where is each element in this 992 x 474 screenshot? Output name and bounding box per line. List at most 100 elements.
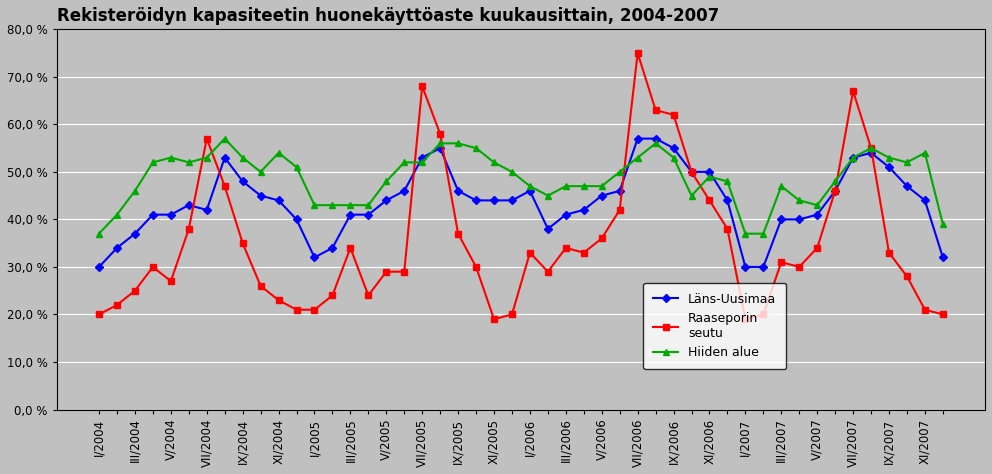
Läns-Uusimaa xyxy=(757,264,769,270)
Raaseporin
seutu xyxy=(721,226,733,232)
Hiiden alue xyxy=(344,202,356,208)
Raaseporin
seutu xyxy=(703,198,715,203)
Raaseporin
seutu xyxy=(524,250,536,255)
Raaseporin
seutu xyxy=(273,297,285,303)
Line: Hiiden alue: Hiiden alue xyxy=(95,135,946,237)
Läns-Uusimaa xyxy=(165,212,177,218)
Raaseporin
seutu xyxy=(901,273,913,279)
Line: Raaseporin
seutu: Raaseporin seutu xyxy=(96,50,945,322)
Hiiden alue xyxy=(542,193,554,199)
Läns-Uusimaa xyxy=(919,198,930,203)
Hiiden alue xyxy=(596,183,608,189)
Läns-Uusimaa xyxy=(794,217,806,222)
Hiiden alue xyxy=(632,155,644,161)
Hiiden alue xyxy=(668,155,680,161)
Raaseporin
seutu xyxy=(380,269,392,274)
Läns-Uusimaa xyxy=(362,212,374,218)
Hiiden alue xyxy=(524,183,536,189)
Raaseporin
seutu xyxy=(559,245,571,251)
Läns-Uusimaa xyxy=(111,245,123,251)
Läns-Uusimaa xyxy=(399,188,411,194)
Läns-Uusimaa xyxy=(291,217,303,222)
Hiiden alue xyxy=(919,150,930,155)
Legend: Läns-Uusimaa, Raaseporin
seutu, Hiiden alue: Läns-Uusimaa, Raaseporin seutu, Hiiden a… xyxy=(643,283,787,369)
Raaseporin
seutu xyxy=(739,316,751,322)
Läns-Uusimaa xyxy=(542,226,554,232)
Raaseporin
seutu xyxy=(326,292,338,298)
Hiiden alue xyxy=(559,183,571,189)
Raaseporin
seutu xyxy=(255,283,267,289)
Hiiden alue xyxy=(452,140,464,146)
Läns-Uusimaa xyxy=(559,212,571,218)
Hiiden alue xyxy=(93,231,105,237)
Läns-Uusimaa xyxy=(470,198,482,203)
Raaseporin
seutu xyxy=(200,136,212,141)
Läns-Uusimaa xyxy=(596,193,608,199)
Läns-Uusimaa xyxy=(93,264,105,270)
Läns-Uusimaa xyxy=(614,188,626,194)
Hiiden alue xyxy=(577,183,589,189)
Raaseporin
seutu xyxy=(129,288,141,293)
Raaseporin
seutu xyxy=(847,88,859,94)
Hiiden alue xyxy=(811,202,823,208)
Hiiden alue xyxy=(326,202,338,208)
Läns-Uusimaa xyxy=(488,198,500,203)
Raaseporin
seutu xyxy=(632,50,644,56)
Hiiden alue xyxy=(776,183,788,189)
Hiiden alue xyxy=(883,155,895,161)
Raaseporin
seutu xyxy=(93,311,105,317)
Hiiden alue xyxy=(255,169,267,175)
Läns-Uusimaa xyxy=(255,193,267,199)
Läns-Uusimaa xyxy=(703,169,715,175)
Raaseporin
seutu xyxy=(470,264,482,270)
Läns-Uusimaa xyxy=(506,198,518,203)
Hiiden alue xyxy=(901,160,913,165)
Raaseporin
seutu xyxy=(936,311,948,317)
Hiiden alue xyxy=(434,140,446,146)
Hiiden alue xyxy=(757,231,769,237)
Hiiden alue xyxy=(129,188,141,194)
Läns-Uusimaa xyxy=(147,212,159,218)
Raaseporin
seutu xyxy=(147,264,159,270)
Läns-Uusimaa xyxy=(776,217,788,222)
Hiiden alue xyxy=(614,169,626,175)
Läns-Uusimaa xyxy=(417,155,429,161)
Hiiden alue xyxy=(470,145,482,151)
Raaseporin
seutu xyxy=(685,169,697,175)
Raaseporin
seutu xyxy=(650,107,662,113)
Hiiden alue xyxy=(219,136,231,141)
Raaseporin
seutu xyxy=(183,226,194,232)
Hiiden alue xyxy=(111,212,123,218)
Hiiden alue xyxy=(291,164,303,170)
Raaseporin
seutu xyxy=(165,278,177,284)
Läns-Uusimaa xyxy=(847,155,859,161)
Läns-Uusimaa xyxy=(200,207,212,213)
Hiiden alue xyxy=(147,160,159,165)
Hiiden alue xyxy=(237,155,249,161)
Raaseporin
seutu xyxy=(434,131,446,137)
Läns-Uusimaa xyxy=(650,136,662,141)
Hiiden alue xyxy=(650,140,662,146)
Raaseporin
seutu xyxy=(883,250,895,255)
Hiiden alue xyxy=(703,174,715,180)
Raaseporin
seutu xyxy=(237,240,249,246)
Läns-Uusimaa xyxy=(219,155,231,161)
Raaseporin
seutu xyxy=(506,311,518,317)
Hiiden alue xyxy=(685,193,697,199)
Raaseporin
seutu xyxy=(757,311,769,317)
Hiiden alue xyxy=(399,160,411,165)
Hiiden alue xyxy=(417,160,429,165)
Line: Läns-Uusimaa: Läns-Uusimaa xyxy=(96,136,945,270)
Läns-Uusimaa xyxy=(344,212,356,218)
Läns-Uusimaa xyxy=(577,207,589,213)
Hiiden alue xyxy=(183,160,194,165)
Raaseporin
seutu xyxy=(362,292,374,298)
Hiiden alue xyxy=(721,179,733,184)
Raaseporin
seutu xyxy=(452,231,464,237)
Raaseporin
seutu xyxy=(811,245,823,251)
Hiiden alue xyxy=(865,145,877,151)
Läns-Uusimaa xyxy=(326,245,338,251)
Raaseporin
seutu xyxy=(829,188,841,194)
Läns-Uusimaa xyxy=(936,255,948,260)
Hiiden alue xyxy=(309,202,320,208)
